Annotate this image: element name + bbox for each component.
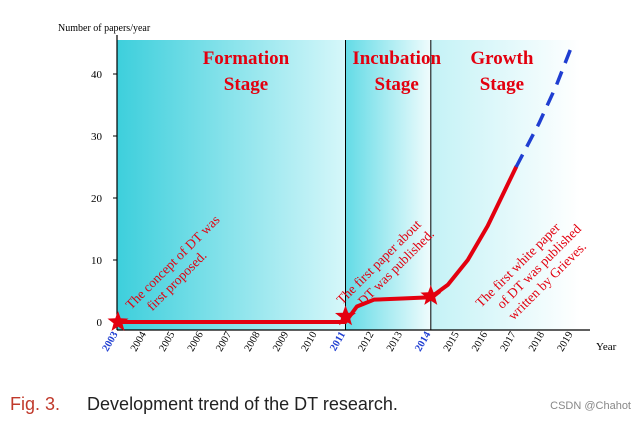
x-tick-label: 2007 [214, 330, 234, 354]
milestone-star [335, 305, 356, 326]
x-axis-label: Year [596, 341, 617, 353]
stage-title-formation: Formation [203, 48, 290, 69]
x-tick-label: 2019 [556, 330, 576, 354]
dt-trend-chart: Number of papers/year Year 0 10 20 30 40 2003 20… [58, 23, 617, 354]
stage-subtitle-incubation: Stage [375, 74, 419, 95]
stage-panel-formation [117, 40, 346, 330]
stage-panel-incubation [345, 40, 431, 330]
stage-subtitle-growth: Stage [480, 74, 524, 95]
x-tick-label: 2006 [186, 330, 206, 354]
y-tick-label: 0 [97, 317, 103, 329]
x-tick-label: 2003 [101, 330, 121, 354]
x-tick-label: 2008 [243, 330, 263, 354]
x-tick-label: 2004 [129, 329, 149, 353]
x-tick-label: 2009 [271, 330, 291, 354]
x-tick-label: 2005 [157, 330, 177, 354]
stage-subtitle-formation: Stage [224, 74, 268, 95]
x-tick-label: 2011 [328, 330, 348, 353]
x-tick-label: 2017 [499, 330, 519, 354]
x-tick-label: 2015 [442, 330, 462, 354]
stage-title-growth: Growth [470, 48, 533, 69]
milestone-star [420, 285, 442, 305]
figure-number: Fig. 3. [10, 394, 61, 414]
figure-caption: Fig. 3. Development trend of the DT rese… [10, 394, 398, 415]
watermark: CSDN @Chahot [550, 400, 631, 412]
y-tick-label: 30 [91, 131, 103, 143]
milestone-star [107, 311, 129, 331]
x-tick-label: 2013 [385, 330, 405, 354]
x-tick-label: 2016 [470, 330, 490, 354]
x-tick-label: 2010 [300, 330, 320, 354]
y-axis-label: Number of papers/year [58, 23, 151, 34]
y-tick-label: 20 [91, 193, 103, 205]
stage-title-incubation: Incubation [352, 48, 441, 69]
x-tick-label: 2014 [413, 329, 433, 353]
x-tick-label: 2018 [527, 330, 547, 354]
series-projected-line [514, 42, 575, 168]
x-tick-label: 2012 [357, 330, 377, 354]
figure-caption-text: Development trend of the DT research. [87, 394, 398, 414]
y-tick-label: 10 [91, 255, 103, 267]
y-tick-label: 40 [91, 69, 103, 81]
